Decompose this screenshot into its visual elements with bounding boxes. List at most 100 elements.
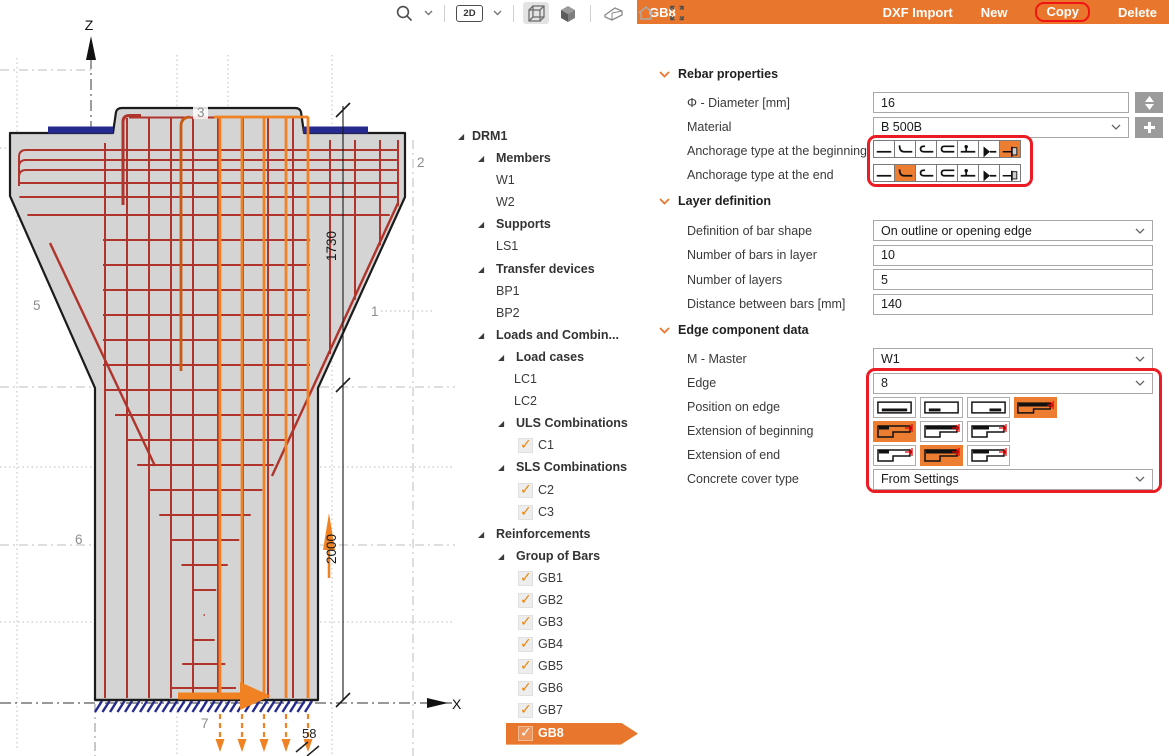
tree-item-transfer-devices[interactable]: ◢Transfer devices (452, 259, 638, 281)
checkbox[interactable] (518, 505, 533, 520)
tree-expander-icon[interactable]: ◢ (498, 463, 504, 472)
tree-item-ls1[interactable]: LS1 (452, 236, 638, 258)
tree-expander-icon[interactable]: ◢ (498, 419, 504, 428)
dxf-import-button[interactable]: DXF Import (883, 5, 953, 20)
section-rebar-properties[interactable]: Rebar properties (659, 67, 778, 81)
tree-item-drm1[interactable]: ◢DRM1 (452, 126, 638, 148)
tree-item-gb7[interactable]: GB7 (452, 700, 638, 722)
checkbox[interactable] (518, 615, 533, 630)
wireframe-view-button[interactable] (523, 2, 549, 24)
material-dropdown[interactable]: B 500B (873, 117, 1129, 138)
anchorage-anchor-plate-icon[interactable] (999, 140, 1021, 158)
layers-input[interactable]: 5 (873, 269, 1153, 290)
tree-expander-icon[interactable]: ◢ (478, 265, 484, 274)
diameter-input[interactable]: 16 (873, 92, 1129, 113)
tree-expander-icon[interactable]: ◢ (498, 552, 504, 561)
anchorage-hook-icon[interactable] (915, 164, 937, 182)
position-whole-top-icon[interactable] (1014, 397, 1057, 418)
cover-dropdown[interactable]: From Settings (873, 469, 1153, 490)
tree-item-c2[interactable]: C2 (452, 480, 638, 502)
checkbox[interactable] (518, 681, 533, 696)
tree-expander-icon[interactable]: ◢ (498, 353, 504, 362)
search-button[interactable] (393, 2, 416, 24)
tree-item-bp2[interactable]: BP2 (452, 303, 638, 325)
position-at-begin-icon[interactable] (920, 397, 963, 418)
tree-item-gb2[interactable]: GB2 (452, 590, 638, 612)
tree-item-supports[interactable]: ◢Supports (452, 214, 638, 236)
extension-partial-icon[interactable] (967, 445, 1010, 466)
tree-expander-icon[interactable]: ◢ (478, 331, 484, 340)
default-view-button[interactable] (633, 2, 659, 24)
position-full-width-icon[interactable] (873, 397, 916, 418)
anchorage-loop-icon[interactable] (936, 164, 958, 182)
tree-item-c1[interactable]: C1 (452, 435, 638, 457)
anchorage-straight-icon[interactable] (873, 140, 895, 158)
anchorage-welded-cross-bar-icon[interactable] (957, 164, 979, 182)
view-mode-dropdown[interactable] (491, 2, 504, 24)
anchorage-bend-up-icon[interactable] (894, 140, 916, 158)
tree-expander-icon[interactable]: ◢ (478, 154, 484, 163)
tree-item-gb1[interactable]: GB1 (452, 568, 638, 590)
bar-shape-dropdown[interactable]: On outline or opening edge (873, 220, 1153, 241)
tree-item-reinforcements[interactable]: ◢Reinforcements (452, 524, 638, 546)
anchorage-anchor-plate-icon[interactable] (999, 164, 1021, 182)
tree-item-w2[interactable]: W2 (452, 192, 638, 214)
checkbox[interactable] (518, 659, 533, 674)
checkbox[interactable] (518, 483, 533, 498)
checkbox[interactable] (518, 726, 533, 741)
extension-partial-icon[interactable] (967, 421, 1010, 442)
tree-item-group-of-bars[interactable]: ◢Group of Bars (452, 546, 638, 568)
tree-item-gb5[interactable]: GB5 (452, 656, 638, 678)
delete-button[interactable]: Delete (1118, 5, 1157, 20)
master-dropdown[interactable]: W1 (873, 348, 1153, 369)
copy-button[interactable]: Copy (1035, 2, 1090, 22)
anchorage-bend-up-icon[interactable] (894, 164, 916, 182)
add-material-button[interactable] (1135, 117, 1163, 138)
tree-item-lc2[interactable]: LC2 (452, 391, 638, 413)
new-button[interactable]: New (981, 5, 1008, 20)
tree-item-gb3[interactable]: GB3 (452, 612, 638, 634)
extension-full-icon[interactable] (920, 421, 963, 442)
checkbox[interactable] (518, 703, 533, 718)
tree-expander-icon[interactable]: ◢ (478, 530, 484, 539)
section-layer-definition[interactable]: Layer definition (659, 194, 771, 208)
bars-in-layer-input[interactable]: 10 (873, 245, 1153, 266)
anchorage-loop-icon[interactable] (936, 140, 958, 158)
checkbox[interactable] (518, 438, 533, 453)
tree-item-loads-and-combin-[interactable]: ◢Loads and Combin... (452, 325, 638, 347)
checkbox[interactable] (518, 637, 533, 652)
bar-distance-input[interactable]: 140 (873, 294, 1153, 315)
section-edge-component-data[interactable]: Edge component data (659, 323, 809, 337)
checkbox[interactable] (518, 571, 533, 586)
anchorage-straight-icon[interactable] (873, 164, 895, 182)
tree-item-bp1[interactable]: BP1 (452, 281, 638, 303)
view-mode-2d-button[interactable]: 2D (454, 2, 485, 24)
tree-expander-icon[interactable]: ◢ (458, 132, 464, 141)
edge-dropdown[interactable]: 8 (873, 373, 1153, 394)
tree-item-gb6[interactable]: GB6 (452, 678, 638, 700)
tree-item-lc1[interactable]: LC1 (452, 369, 638, 391)
anchorage-welded-cone-icon[interactable] (978, 140, 1000, 158)
tree-item-sls-combinations[interactable]: ◢SLS Combinations (452, 457, 638, 479)
position-at-end-icon[interactable] (967, 397, 1010, 418)
checkbox[interactable] (518, 593, 533, 608)
tree-item-members[interactable]: ◢Members (452, 148, 638, 170)
extension-full-icon[interactable] (920, 445, 963, 466)
extension-none-icon[interactable] (873, 421, 916, 442)
tree-item-w1[interactable]: W1 (452, 170, 638, 192)
tree-expander-icon[interactable]: ◢ (478, 220, 484, 229)
clipping-view-button[interactable] (600, 2, 627, 24)
diameter-spinner[interactable] (1135, 92, 1163, 113)
anchorage-welded-cross-bar-icon[interactable] (957, 140, 979, 158)
tree-item-uls-combinations[interactable]: ◢ULS Combinations (452, 413, 638, 435)
anchorage-welded-cone-icon[interactable] (978, 164, 1000, 182)
search-options-dropdown[interactable] (422, 2, 435, 24)
tree-item-gb4[interactable]: GB4 (452, 634, 638, 656)
tree-item-gb8[interactable]: GB8 (452, 723, 638, 745)
tree-item-load-cases[interactable]: ◢Load cases (452, 347, 638, 369)
zoom-fit-button[interactable] (665, 2, 689, 24)
tree-item-c3[interactable]: C3 (452, 502, 638, 524)
solid-view-button[interactable] (555, 2, 581, 24)
extension-none-icon[interactable] (873, 445, 916, 466)
anchorage-hook-icon[interactable] (915, 140, 937, 158)
